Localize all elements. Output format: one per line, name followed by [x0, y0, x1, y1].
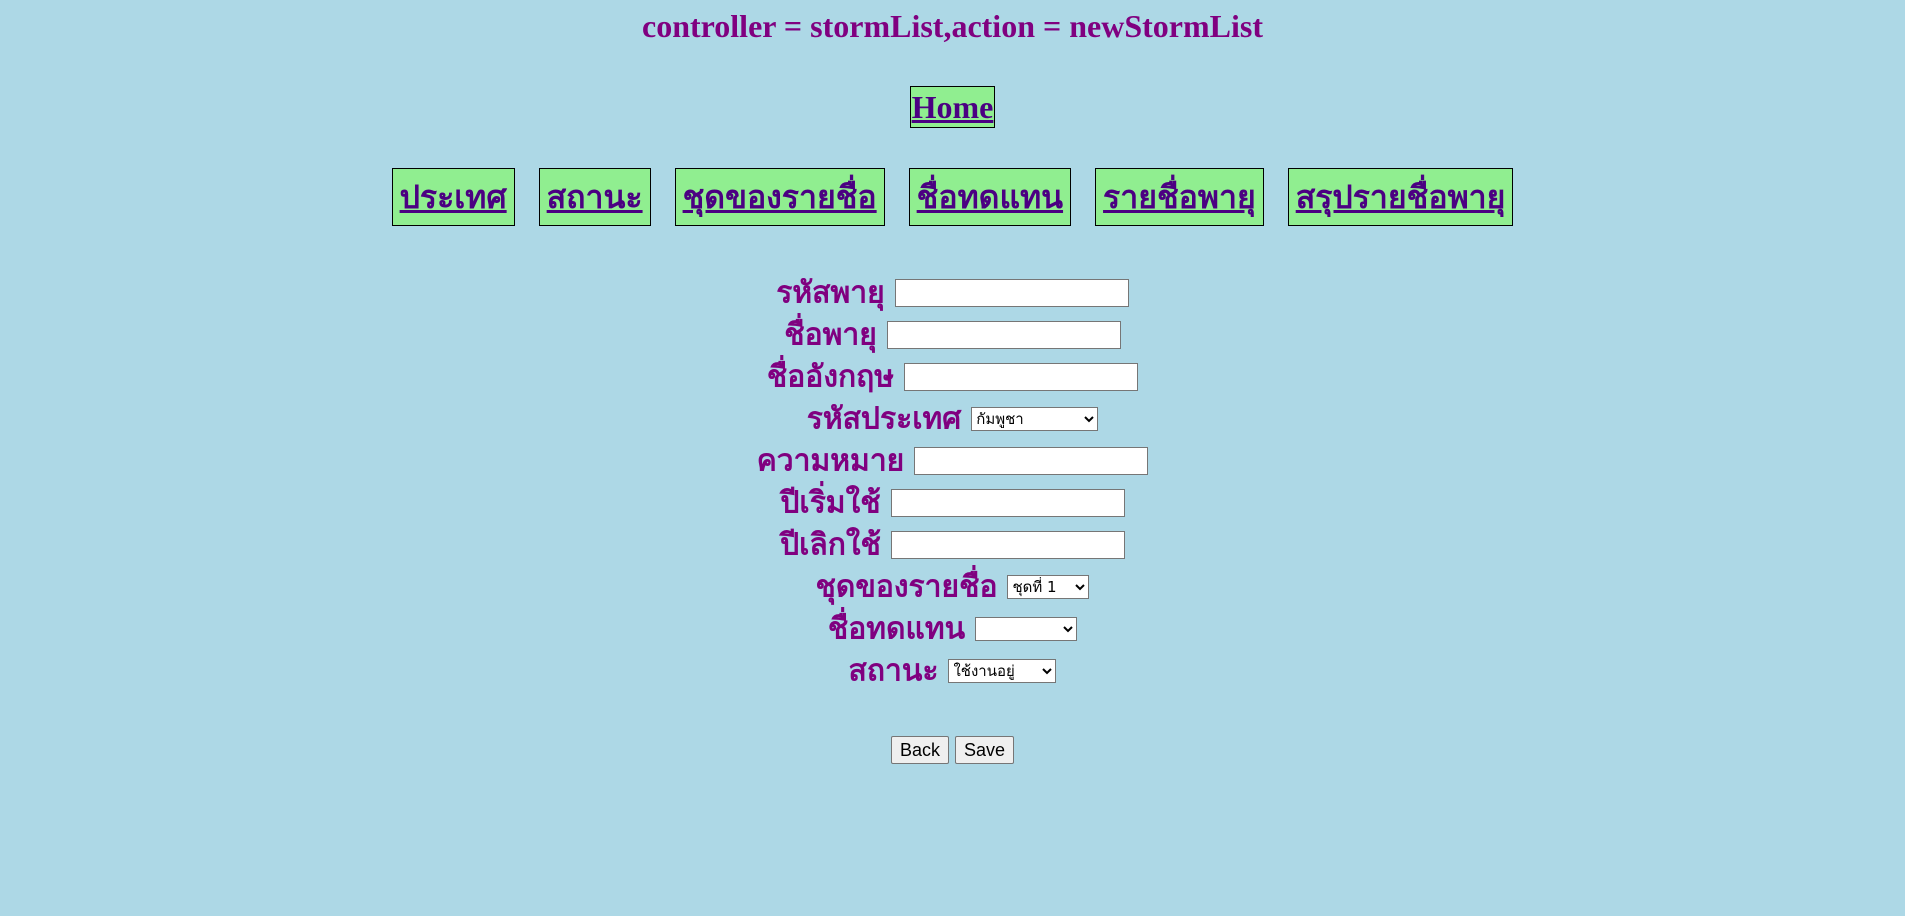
meaning-input[interactable]	[914, 447, 1149, 476]
end-year-label: ปีเลิกใช้	[780, 527, 881, 563]
nav-item-name-set[interactable]: ชุดของรายชื่อ	[674, 168, 885, 226]
nav-item-storm-list[interactable]: รายชื่อพายุ	[1095, 168, 1264, 226]
storm-name-input[interactable]	[886, 321, 1121, 350]
nav-item-replacement-name[interactable]: ชื่อทดแทน	[908, 168, 1072, 226]
start-year-row: ปีเริ่มใช้	[0, 482, 1905, 524]
meaning-label: ความหมาย	[756, 443, 905, 479]
name-set-row: ชุดของรายชื่อ ชุดที่ 1	[0, 566, 1905, 608]
form-actions: Back Save	[0, 736, 1905, 764]
storm-name-label: ชื่อพายุ	[784, 317, 877, 353]
back-button[interactable]: Back	[890, 736, 949, 764]
home-link[interactable]: Home	[909, 86, 996, 128]
end-year-input[interactable]	[890, 531, 1125, 560]
start-year-label: ปีเริ่มใช้	[780, 485, 881, 521]
name-set-select[interactable]: ชุดที่ 1	[1007, 575, 1090, 600]
replacement-name-row: ชื่อทดแทน	[0, 608, 1905, 650]
english-name-label: ชื่ออังกฤษ	[766, 359, 895, 395]
home-container: Home	[0, 86, 1905, 130]
nav-item-status[interactable]: สถานะ	[538, 168, 651, 226]
meaning-row: ความหมาย	[0, 440, 1905, 482]
status-select[interactable]: ใช้งานอยู่	[948, 659, 1057, 684]
main-nav: ประเทศ สถานะ ชุดของรายชื่อ ชื่อทดแทน รายชื่อ…	[0, 168, 1905, 226]
country-code-row: รหัสประเทศ กัมพูชา	[0, 398, 1905, 440]
status-row: สถานะ ใช้งานอยู่	[0, 650, 1905, 692]
english-name-row: ชื่ออังกฤษ	[0, 356, 1905, 398]
storm-code-row: รหัสพายุ	[0, 272, 1905, 314]
replacement-name-select[interactable]	[975, 617, 1078, 642]
name-set-label: ชุดของรายชื่อ	[815, 569, 998, 605]
end-year-row: ปีเลิกใช้	[0, 524, 1905, 566]
storm-name-row: ชื่อพายุ	[0, 314, 1905, 356]
save-button[interactable]: Save	[955, 736, 1015, 764]
nav-item-storm-summary[interactable]: สรุปรายชื่อพายุ	[1287, 168, 1514, 226]
new-storm-form: รหัสพายุ ชื่อพายุ ชื่ออังกฤษ รหัสประเทศ …	[0, 272, 1905, 692]
nav-item-country[interactable]: ประเทศ	[391, 168, 515, 226]
page-title: controller = stormList,action = newStorm…	[642, 8, 1263, 44]
english-name-input[interactable]	[904, 363, 1139, 392]
replacement-name-label: ชื่อทดแทน	[827, 611, 966, 647]
country-code-label: รหัสประเทศ	[806, 401, 962, 437]
storm-code-input[interactable]	[894, 279, 1129, 308]
status-label: สถานะ	[848, 653, 939, 689]
start-year-input[interactable]	[890, 489, 1125, 518]
storm-code-label: รหัสพายุ	[776, 275, 885, 311]
country-code-select[interactable]: กัมพูชา	[971, 407, 1099, 432]
